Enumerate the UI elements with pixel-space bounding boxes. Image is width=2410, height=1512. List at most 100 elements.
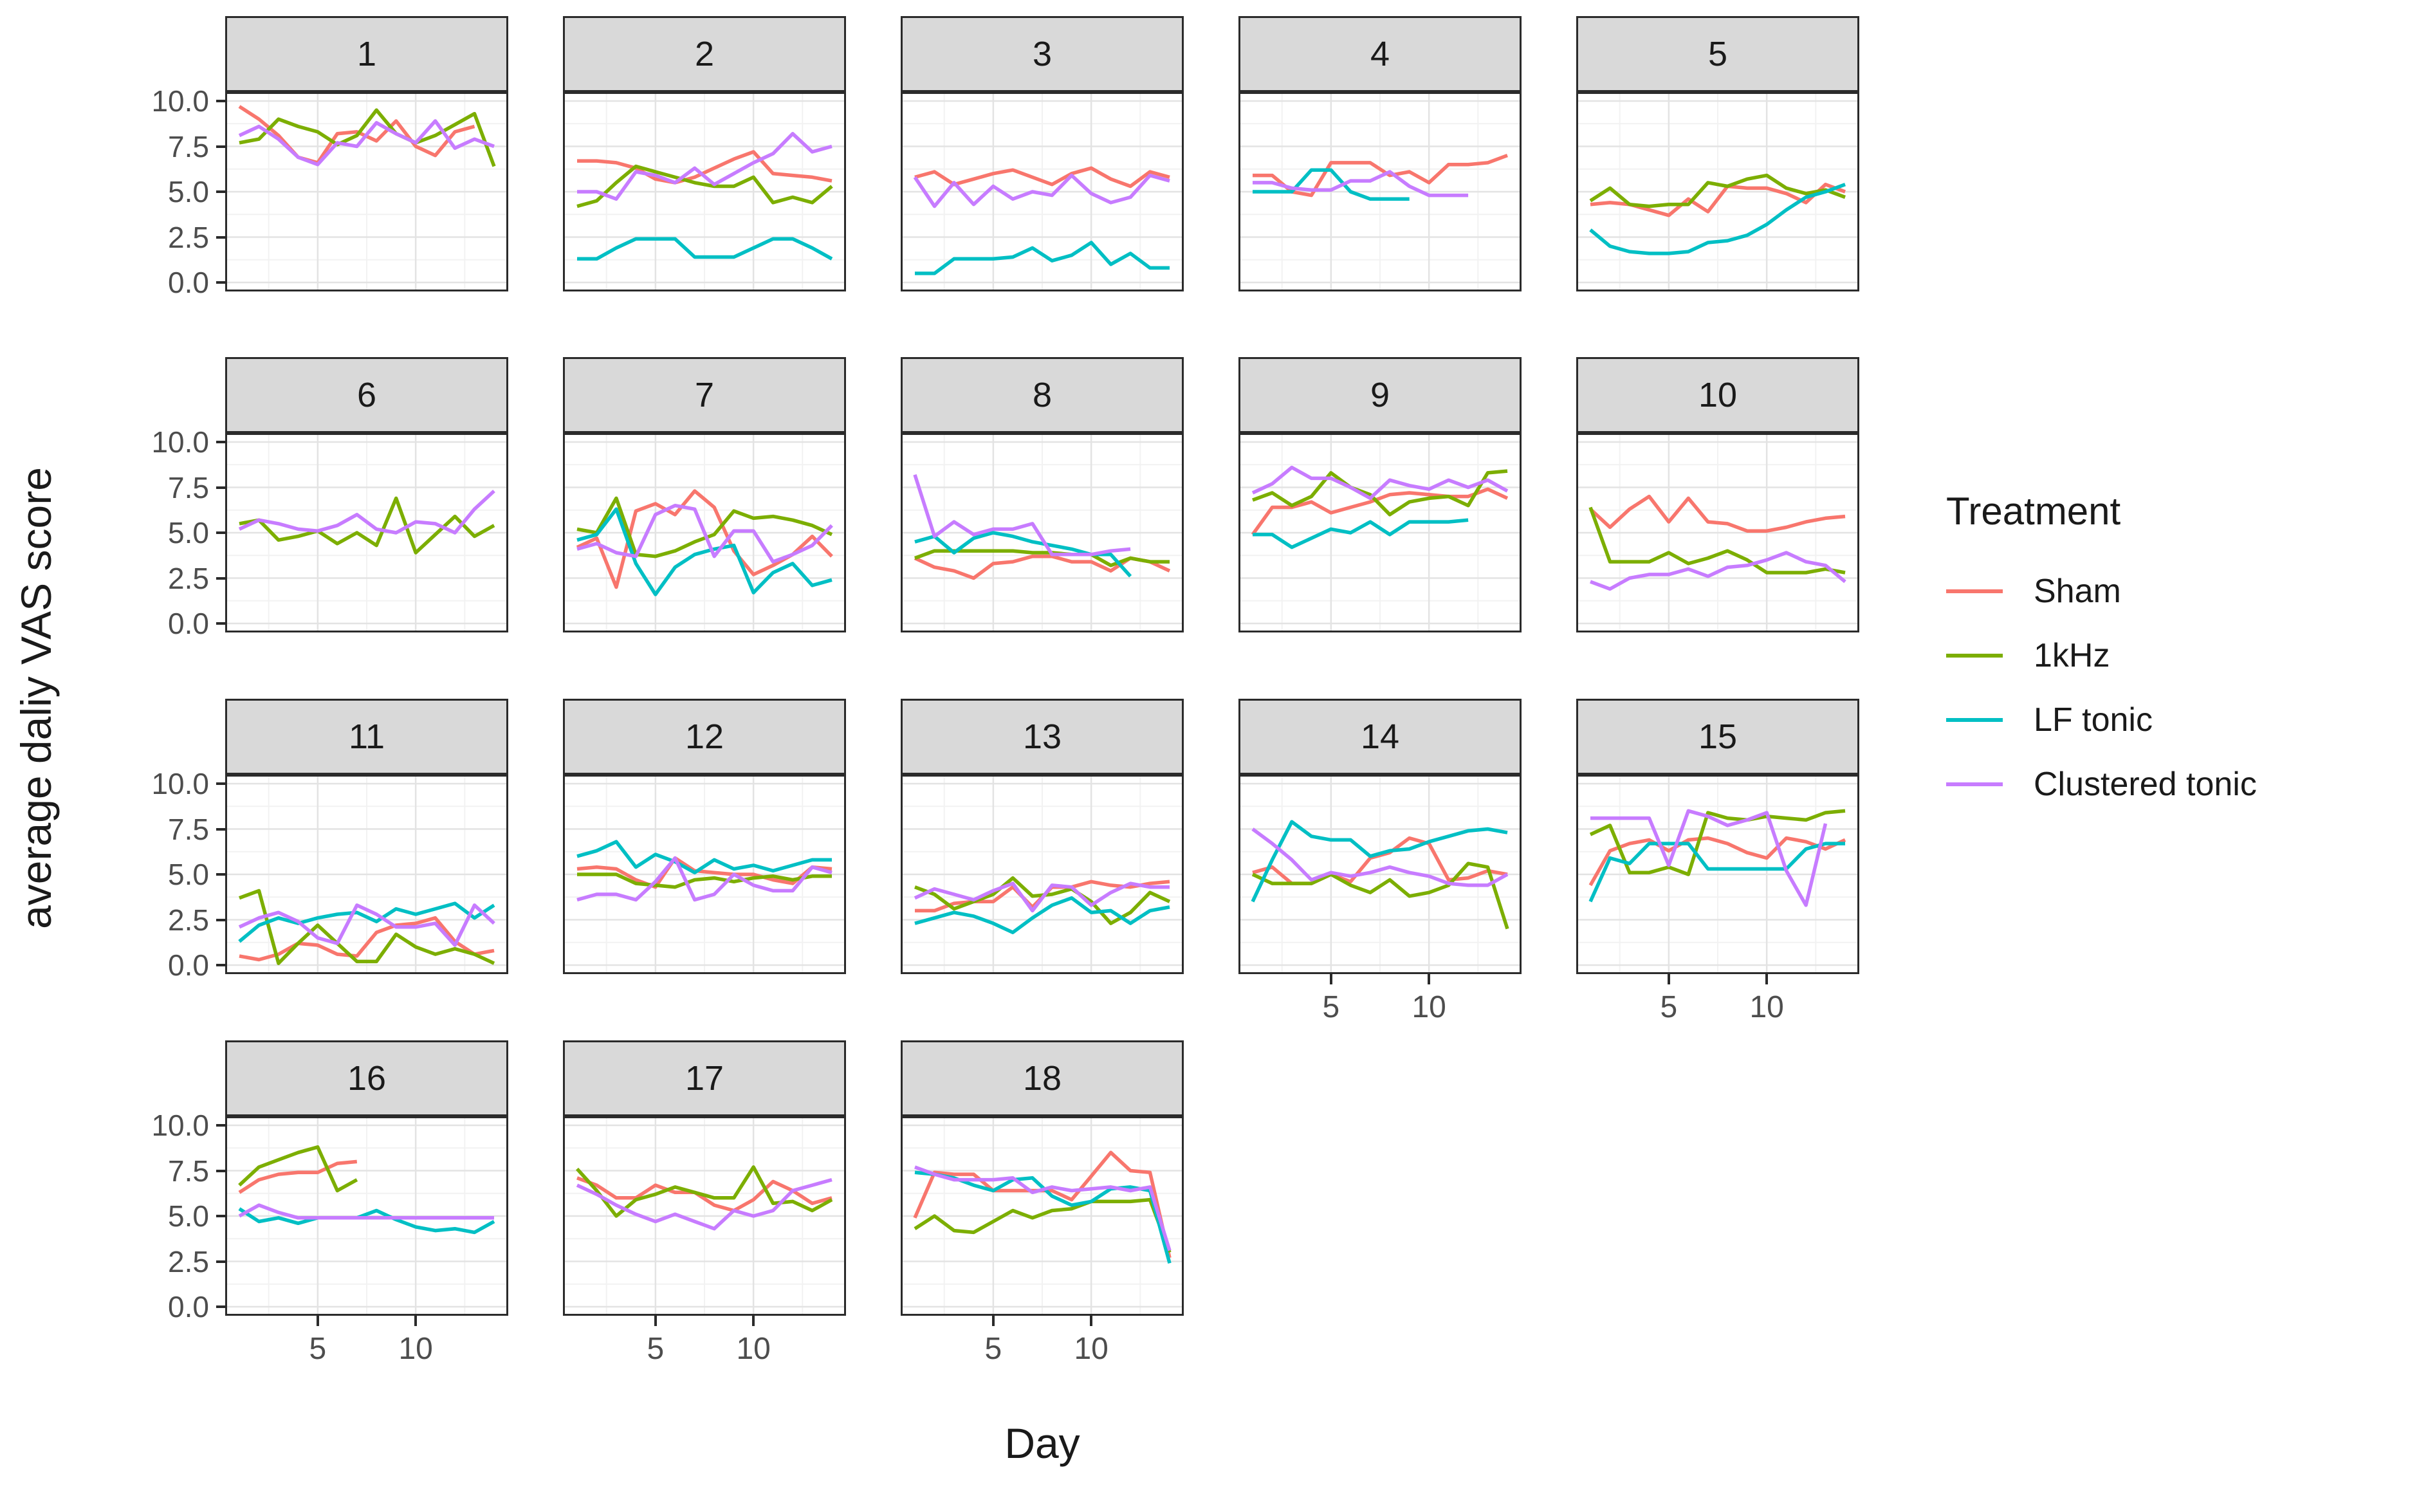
series-line-sham	[1588, 836, 1846, 887]
x-tick-label: 10	[398, 1332, 433, 1366]
facet-strip-label: 4	[1238, 16, 1522, 92]
legend-label: Clustered tonic	[2034, 766, 2257, 803]
series-line-clustered-tonic	[238, 1203, 494, 1220]
y-tick-label: 0.0	[168, 948, 209, 982]
facet-strip-label: 8	[901, 357, 1184, 433]
series-line-1khz	[239, 496, 495, 555]
y-tick-mark	[216, 531, 225, 534]
y-tick-label: 2.5	[168, 561, 209, 595]
series-line-lf-tonic	[577, 237, 833, 261]
series-line-sham	[1251, 487, 1509, 536]
facet-panel-15: 15 5 10	[1576, 699, 1859, 1024]
x-tick-mark	[1765, 974, 1769, 984]
series-line-sham	[238, 1159, 358, 1194]
x-tick-mark	[414, 1316, 418, 1326]
y-tick-label: 10.0	[151, 425, 209, 459]
facet-strip-label: 1	[225, 16, 508, 92]
series-line-lf-tonic	[576, 507, 832, 596]
facet-panel-14: 14 5 10	[1238, 699, 1522, 1024]
y-tick-mark	[216, 873, 225, 876]
series-line-lf-tonic	[1251, 820, 1508, 903]
plot-area	[1238, 775, 1522, 977]
y-tick-mark	[216, 1260, 225, 1263]
plot-area	[563, 775, 846, 977]
series-line-clustered-tonic	[1251, 465, 1509, 501]
plot-area	[563, 92, 846, 295]
plot-area	[563, 1116, 846, 1319]
y-tick-mark	[216, 486, 225, 489]
y-tick-mark	[216, 1215, 225, 1217]
facet-panel-9: 9	[1238, 357, 1522, 632]
series-line-sham	[1253, 154, 1508, 198]
legend-item-sham: Sham	[1946, 559, 2257, 623]
facet-panel-1: 1 0.0 2.5 5.0 7.5 10.0	[151, 16, 508, 299]
x-tick-label: 5	[1660, 990, 1678, 1024]
series-line-clustered-tonic	[577, 132, 832, 201]
series-line-clustered-tonic	[576, 1177, 832, 1231]
plot-area	[901, 1116, 1184, 1319]
series-line-clustered-tonic	[238, 903, 495, 947]
legend-key-line	[1946, 654, 2003, 658]
series-line-lf-tonic	[1589, 183, 1846, 255]
series-line-lf-tonic	[1253, 168, 1410, 201]
facet-strip-label: 6	[225, 357, 508, 433]
plot-area	[1238, 92, 1522, 295]
facet-panel-3: 3	[901, 16, 1184, 291]
y-tick-mark	[216, 576, 225, 580]
y-tick-mark	[216, 782, 225, 785]
y-axis-title: average daliy VAS score	[12, 467, 60, 929]
series-line-clustered-tonic	[1251, 827, 1509, 887]
x-tick-label: 10	[1074, 1332, 1108, 1366]
series-line-1khz	[577, 872, 832, 889]
y-tick-mark	[216, 190, 225, 193]
series-line-clustered-tonic	[913, 474, 1131, 557]
series-line-clustered-tonic	[1590, 809, 1828, 907]
series-line-sham	[576, 856, 832, 889]
y-tick-mark	[216, 1124, 225, 1127]
series-line-clustered-tonic	[238, 490, 495, 535]
y-tick-mark	[216, 622, 225, 625]
series-line-1khz	[576, 164, 833, 208]
y-tick-label: 7.5	[168, 129, 209, 163]
facet-strip-label: 17	[563, 1040, 846, 1116]
series-line-lf-tonic	[1588, 842, 1845, 903]
y-tick-mark	[216, 827, 225, 831]
series-line-lf-tonic	[238, 1207, 495, 1235]
series-line-clustered-tonic	[914, 1165, 1172, 1251]
series-line-lf-tonic	[914, 896, 1170, 934]
series-line-1khz	[1588, 506, 1846, 575]
series-line-sham	[238, 105, 475, 165]
facet-panel-7: 7	[563, 357, 846, 632]
series-line-1khz	[575, 1165, 833, 1218]
series-line-sham	[576, 1176, 832, 1213]
legend-label: Sham	[2034, 573, 2121, 610]
legend-key-line	[1946, 782, 2003, 786]
series-line-sham	[1589, 494, 1846, 533]
y-tick-mark	[216, 441, 225, 443]
facet-panel-17: 17 5 10	[563, 1040, 846, 1366]
y-tick-mark	[216, 964, 225, 966]
legend: Treatment Sham 1kHz LF tonic Clustered toni…	[1946, 489, 2257, 816]
series-line-lf-tonic	[1253, 518, 1469, 549]
x-tick-label: 5	[647, 1332, 665, 1366]
plot-area	[901, 775, 1184, 977]
y-tick-label: 0.0	[168, 607, 209, 640]
y-tick-label: 10.0	[151, 767, 209, 800]
x-tick-mark	[1329, 974, 1332, 984]
facet-strip-label: 18	[901, 1040, 1184, 1116]
series-line-sham	[577, 150, 832, 185]
facet-strip-label: 15	[1576, 699, 1859, 775]
facet-strip-label: 11	[225, 699, 508, 775]
y-tick-label: 5.0	[168, 858, 209, 891]
x-tick-label: 10	[736, 1332, 771, 1366]
legend-item-1khz: 1kHz	[1946, 623, 2257, 688]
facet-panel-10: 10	[1576, 357, 1859, 632]
plot-area	[901, 92, 1184, 295]
facet-panel-4: 4	[1238, 16, 1522, 291]
y-tick-mark	[216, 1305, 225, 1308]
facet-panel-16: 16 0.0 2.5 5.0 7.5 10.0 5 10	[151, 1040, 508, 1366]
legend-item-clustered-tonic: Clustered tonic	[1946, 752, 2257, 816]
plot-area	[901, 433, 1184, 636]
y-tick-label: 5.0	[168, 175, 209, 208]
